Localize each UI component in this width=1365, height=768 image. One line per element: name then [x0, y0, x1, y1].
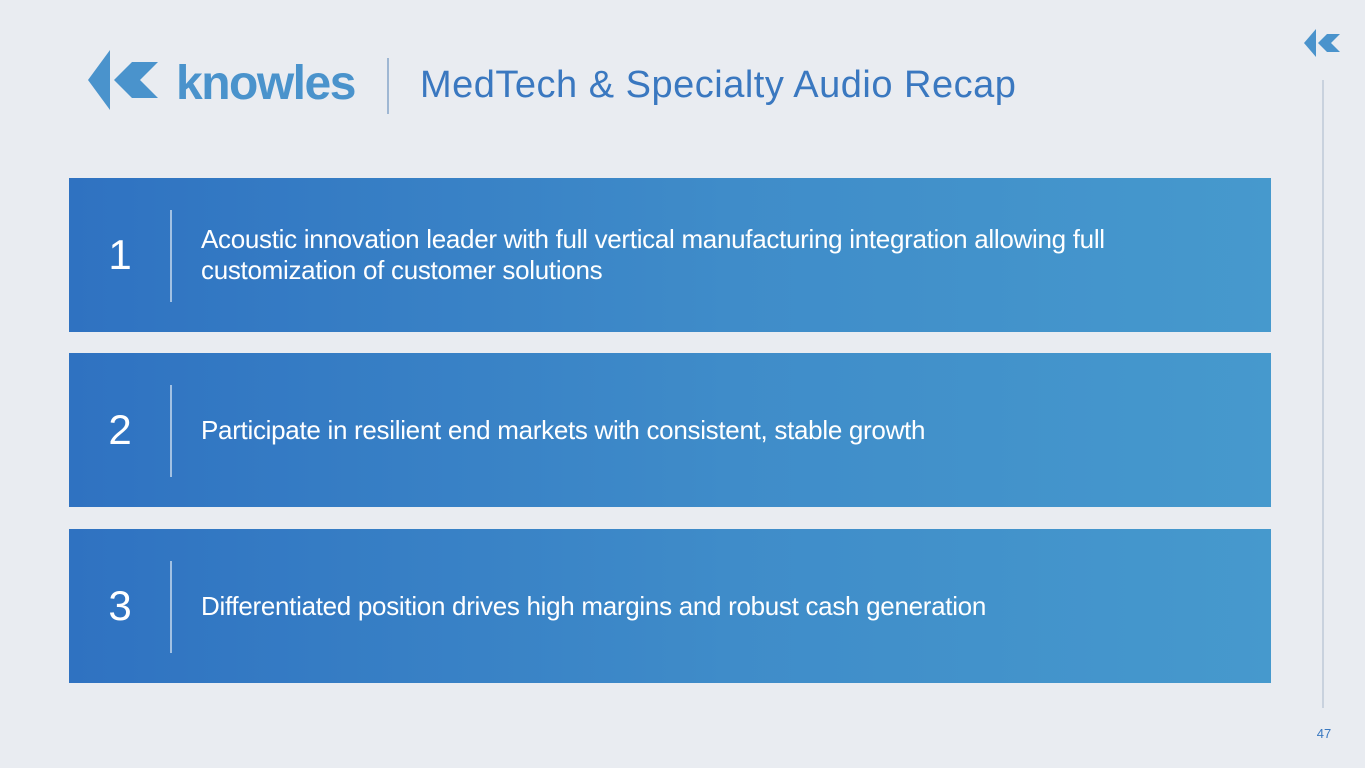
- side-rule: [1322, 80, 1324, 708]
- divider: [170, 385, 172, 477]
- item-card: 1 Acoustic innovation leader with full v…: [69, 178, 1271, 332]
- page-number: 47: [1316, 726, 1332, 741]
- slide-title: MedTech & Specialty Audio Recap: [420, 64, 1017, 106]
- divider: [170, 210, 172, 302]
- item-card: 2 Participate in resilient end markets w…: [69, 353, 1271, 507]
- separator: [387, 58, 389, 114]
- item-text: Acoustic innovation leader with full ver…: [201, 224, 1105, 285]
- item-text: Participate in resilient end markets wit…: [201, 414, 926, 445]
- item-number: 1: [108, 231, 132, 278]
- item-number: 2: [108, 406, 132, 453]
- logo-text: knowles: [176, 57, 356, 110]
- divider: [170, 561, 172, 653]
- logo-mark: [88, 50, 158, 110]
- corner-logo: [1304, 29, 1340, 57]
- item-number: 3: [108, 582, 132, 629]
- item-card: 3 Differentiated position drives high ma…: [69, 529, 1271, 683]
- item-text: Differentiated position drives high marg…: [201, 590, 987, 621]
